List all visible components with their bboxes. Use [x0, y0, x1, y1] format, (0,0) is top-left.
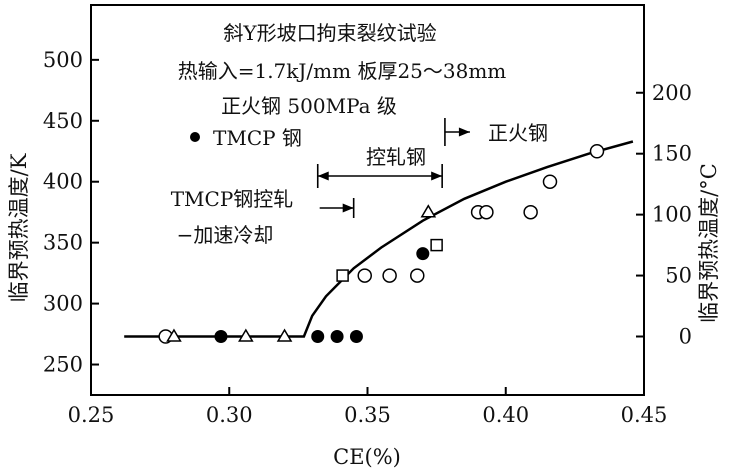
- left-y-tick-label: 250: [43, 353, 83, 377]
- marker-filled-circle: [416, 247, 430, 261]
- kongzha-range-left-head: [317, 171, 329, 181]
- marker-filled-circle: [214, 330, 228, 343]
- left-y-tick-label: 500: [43, 48, 83, 72]
- marker-open-circle: [523, 204, 538, 220]
- left-y-tick-label: 350: [43, 231, 83, 255]
- marker-open-triangle: [238, 328, 254, 342]
- marker-filled-circle: [311, 330, 325, 343]
- marker-open-square: [336, 269, 349, 282]
- right-y-axis: 0 50 100 150 200: [636, 81, 692, 349]
- chart-title-line-2: 热输入=1.7kJ/mm 板厚25～38mm: [178, 59, 507, 83]
- left-y-axis-title: 临界预热温度/K: [7, 153, 31, 302]
- annotation-tmcp-line-1: TMCP钢控轧: [171, 187, 294, 211]
- right-y-tick-label: 0: [679, 325, 692, 349]
- left-y-tick-label: 300: [43, 292, 83, 316]
- x-tick-label: 0.35: [344, 403, 391, 427]
- marker-open-triangle: [276, 328, 293, 342]
- marker-open-circle: [589, 144, 605, 159]
- chart-title-line-3: 正火钢 500MPa 级: [221, 94, 397, 118]
- marker-open-circle: [357, 268, 372, 283]
- left-y-axis: 250 300 350 400 450 500: [43, 48, 99, 377]
- chart-title-line-1: 斜Y形坡口拘束裂纹试验: [223, 21, 436, 45]
- marker-open-circle: [410, 268, 425, 283]
- fit-curve: [124, 140, 634, 338]
- annotation-arrows: [316, 118, 470, 218]
- x-tick-label: 0.25: [68, 403, 115, 427]
- right-y-tick-label: 200: [652, 81, 692, 105]
- right-y-axis-title: 临界预热温度/°C: [697, 163, 721, 323]
- x-tick-label: 0.30: [206, 403, 253, 427]
- annotation-kongzha-label: 控轧钢: [366, 145, 426, 169]
- right-y-tick-label: 50: [665, 264, 692, 288]
- right-y-tick-label: 100: [652, 203, 692, 227]
- tmcp-arrow-head: [342, 203, 354, 213]
- annotation-zhenghuo-label: 正火钢: [488, 121, 548, 145]
- data-points: [158, 144, 605, 344]
- x-axis: 0.25 0.30 0.35 0.40 0.45: [68, 387, 668, 427]
- left-y-tick-label: 400: [43, 170, 83, 194]
- zhenghuo-arrow-head: [458, 127, 470, 137]
- x-tick-label: 0.40: [482, 403, 529, 427]
- marker-open-triangle: [166, 328, 182, 342]
- marker-open-circle: [382, 268, 397, 283]
- kongzha-range-right-head: [431, 171, 443, 181]
- legend-label: TMCP 钢: [213, 126, 302, 150]
- marker-open-circle: [542, 174, 558, 189]
- marker-open-circle: [479, 204, 494, 220]
- marker-filled-circle: [330, 330, 344, 343]
- legend-marker-filled-circle: [190, 132, 200, 142]
- marker-open-square: [430, 238, 443, 252]
- x-tick-label: 0.45: [621, 403, 668, 427]
- marker-filled-circle: [349, 330, 363, 343]
- x-axis-title: CE(%): [333, 445, 401, 469]
- left-y-tick-label: 450: [43, 109, 83, 133]
- marker-open-triangle: [420, 204, 437, 218]
- annotation-tmcp-line-2: −加速冷却: [177, 223, 274, 247]
- right-y-tick-label: 150: [652, 142, 692, 166]
